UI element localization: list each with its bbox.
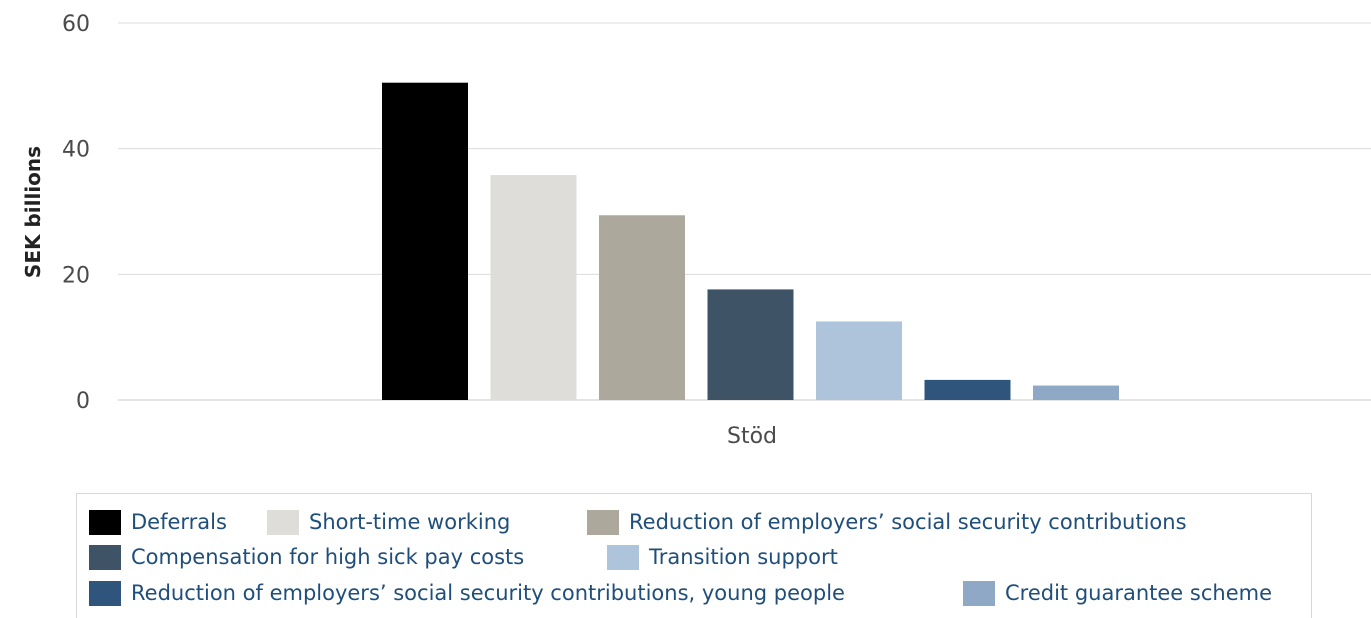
bar-6 xyxy=(1033,385,1119,400)
bar-2 xyxy=(599,215,685,400)
legend-item[interactable]: Deferrals xyxy=(89,509,227,535)
bar-1 xyxy=(490,175,577,400)
legend-label: Reduction of employers’ social security … xyxy=(131,581,845,605)
legend-swatch xyxy=(89,509,121,535)
legend-label: Deferrals xyxy=(131,510,227,534)
legend-item[interactable]: Compensation for high sick pay costs xyxy=(89,544,524,570)
y-axis-label: SEK billions xyxy=(21,146,45,278)
x-axis-categories: Stöd xyxy=(727,424,777,449)
legend-item[interactable]: Credit guarantee scheme xyxy=(963,580,1272,606)
legend-swatch xyxy=(963,580,995,606)
bar-5 xyxy=(924,379,1011,400)
legend-label: Transition support xyxy=(649,545,838,569)
legend-item[interactable]: Transition support xyxy=(607,544,838,570)
x-category-label: Stöd xyxy=(727,424,777,449)
legend-label: Short-time working xyxy=(309,510,511,534)
legend-swatch xyxy=(89,544,121,570)
legend-item[interactable]: Reduction of employers’ social security … xyxy=(587,509,1187,535)
legend: Deferrals Short-time working Reduction of … xyxy=(76,493,1312,618)
y-axis-ticks: 0 20 40 60 xyxy=(62,12,90,414)
legend-label: Compensation for high sick pay costs xyxy=(131,545,525,569)
bar-chart: 0 20 40 60 SEK billions Stöd xyxy=(21,12,1371,449)
legend-swatch xyxy=(607,544,639,570)
legend-swatch xyxy=(587,509,619,535)
y-tick-label: 20 xyxy=(62,263,90,288)
bar-0 xyxy=(382,82,468,401)
bar-3 xyxy=(707,289,794,400)
bars xyxy=(382,82,1119,401)
legend-swatch xyxy=(89,580,121,606)
legend-item[interactable]: Reduction of employers’ social security … xyxy=(89,580,845,606)
y-tick-label: 0 xyxy=(76,389,90,414)
legend-label: Credit guarantee scheme xyxy=(1005,581,1272,605)
legend-item[interactable]: Short-time working xyxy=(267,509,510,535)
legend-swatch xyxy=(267,509,299,535)
y-tick-label: 60 xyxy=(62,12,90,37)
bar-4 xyxy=(816,321,902,400)
y-tick-label: 40 xyxy=(62,138,90,163)
legend-label: Reduction of employers’ social security … xyxy=(629,510,1187,534)
